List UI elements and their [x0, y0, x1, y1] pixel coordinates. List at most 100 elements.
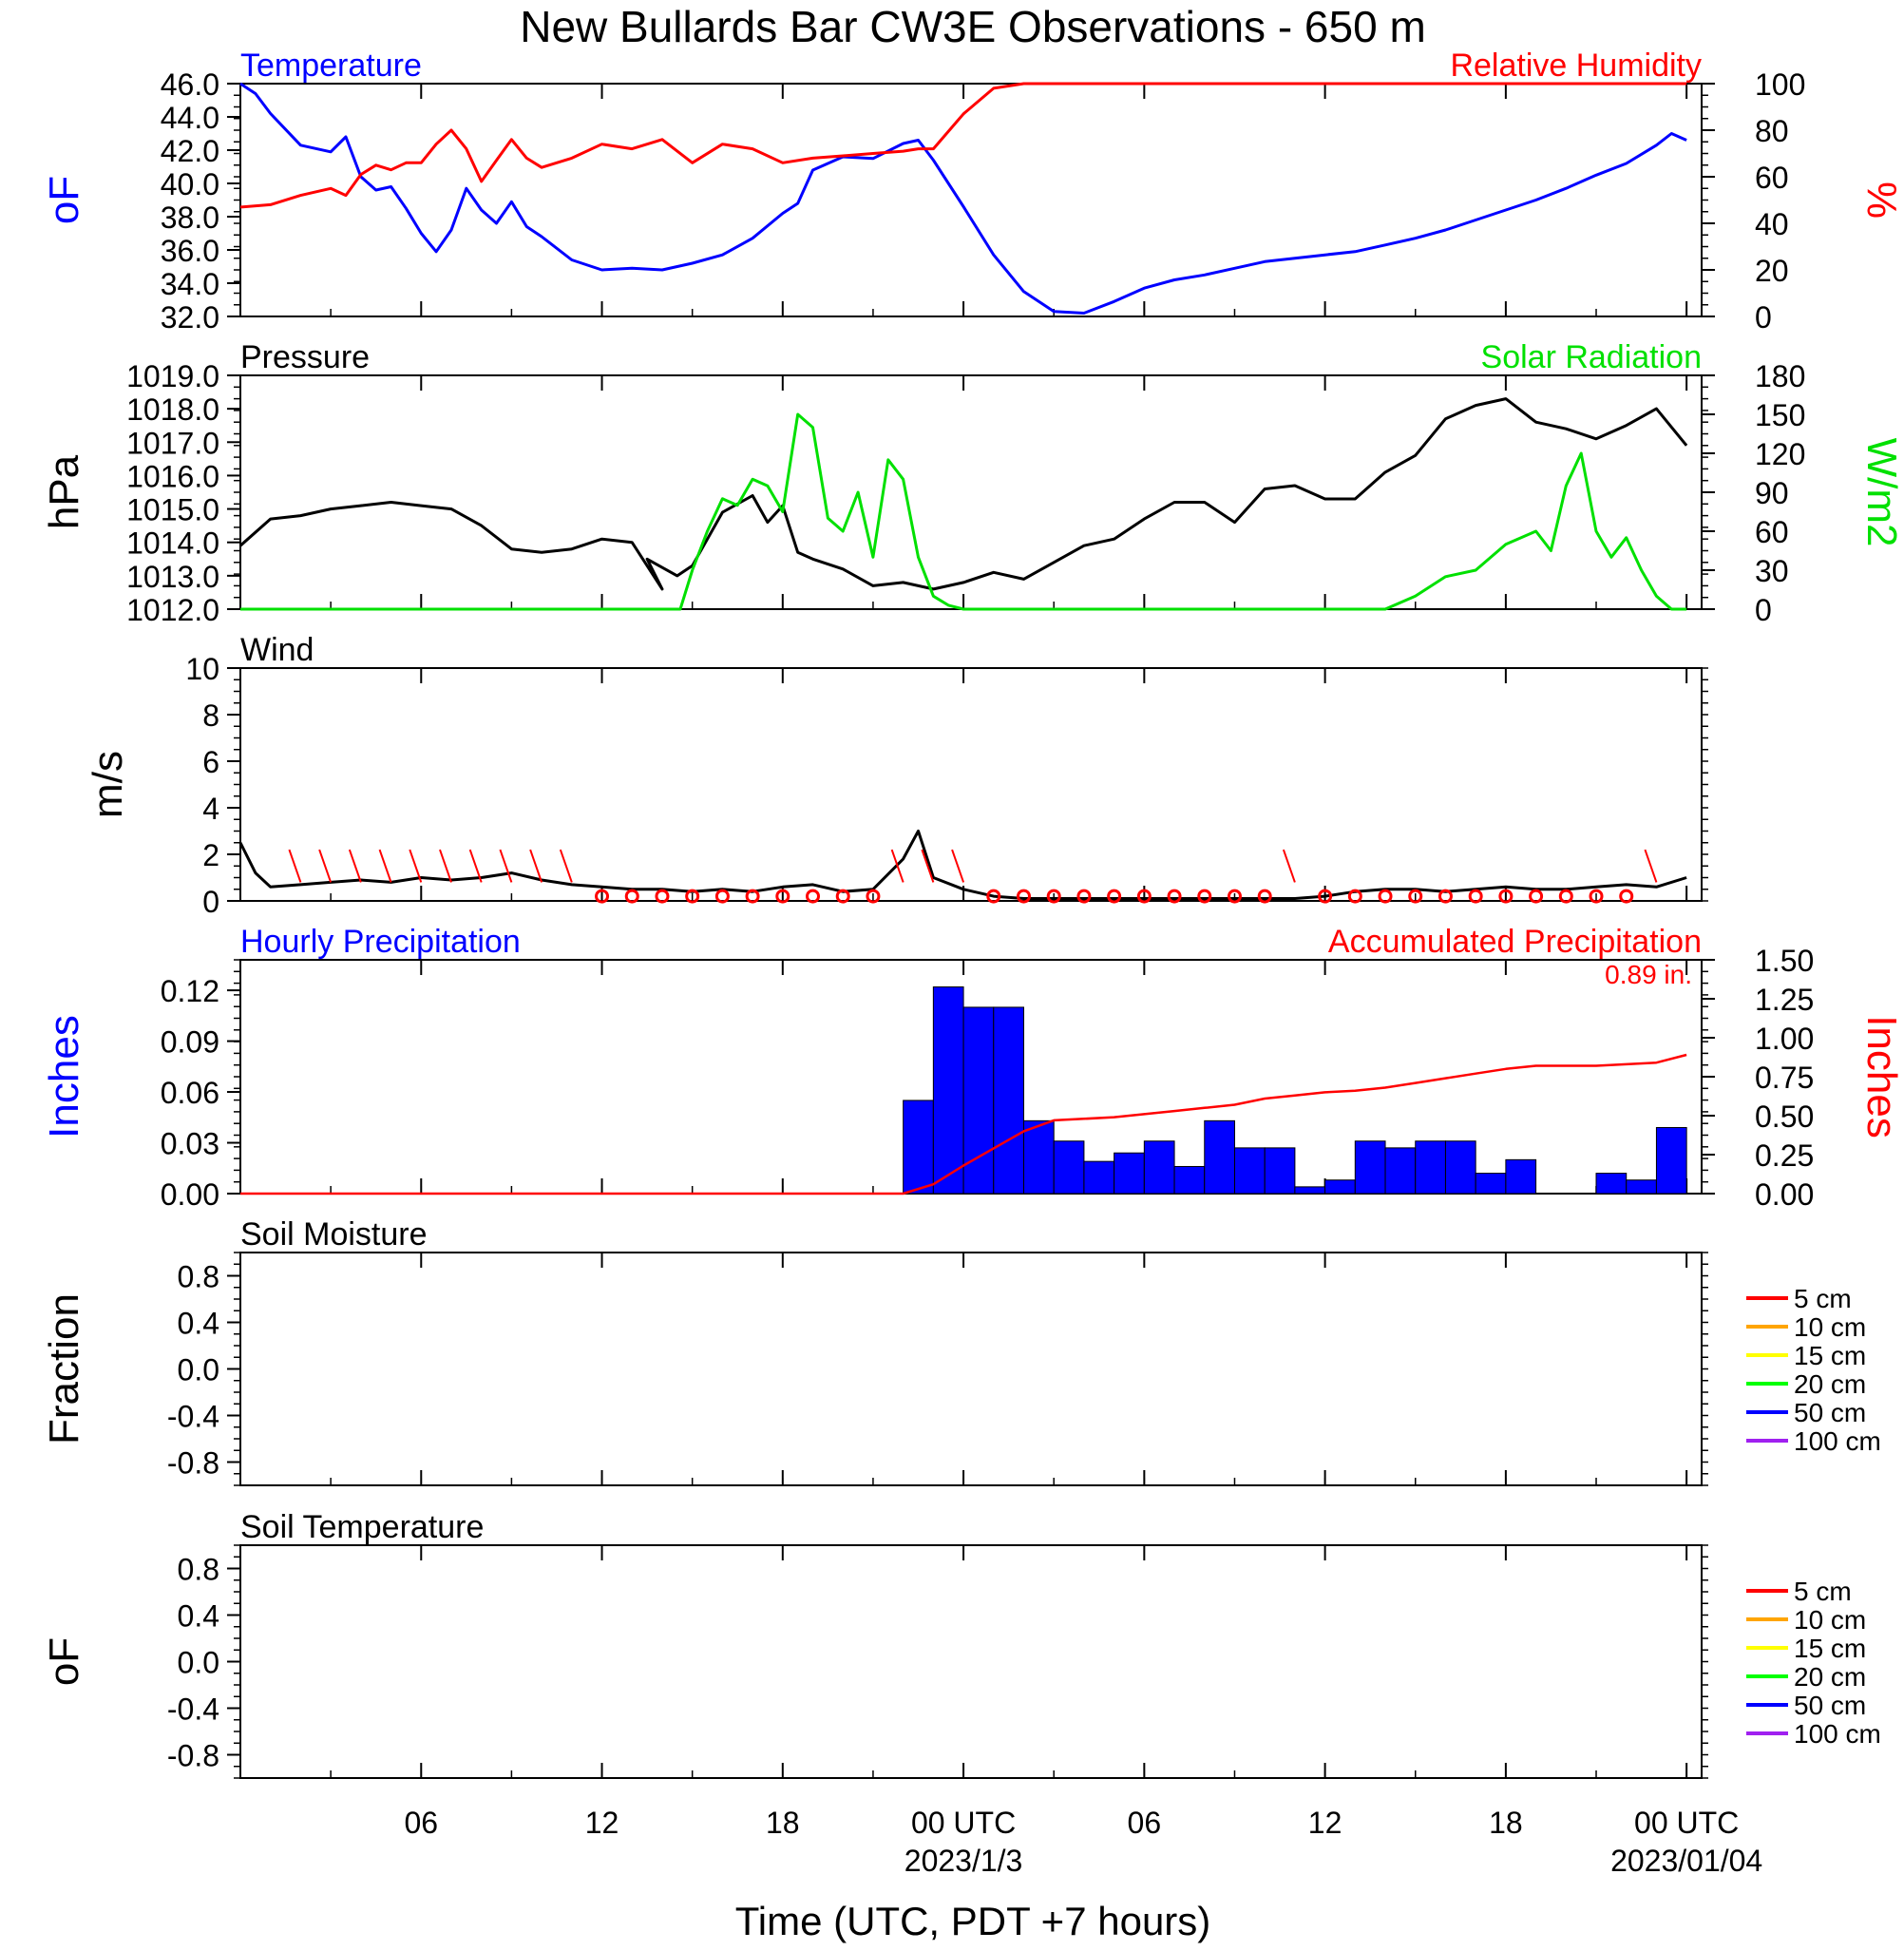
- y-tick-label-right: 1.00: [1755, 1022, 1814, 1056]
- y-axis-label-left: oF: [41, 1637, 87, 1686]
- wind-barb: [951, 849, 965, 883]
- y-tick-label-left: 0.8: [178, 1553, 219, 1587]
- y-axis-label-left: m/s: [85, 751, 131, 818]
- panel-title-left: Pressure: [240, 339, 370, 375]
- humidity-line: [239, 82, 1687, 209]
- precip-bar: [1114, 1152, 1145, 1195]
- panel-title-right: Accumulated Precipitation: [1328, 924, 1702, 960]
- precip-bar: [1173, 1165, 1206, 1195]
- calm-wind-marker: [1016, 889, 1031, 904]
- plot-frame: [239, 1544, 1703, 1779]
- y-axis-label-right: Inches: [1858, 1015, 1904, 1138]
- y-tick-label-right: 180: [1755, 359, 1805, 393]
- calm-wind-marker: [1167, 889, 1182, 904]
- calm-wind-marker: [1076, 889, 1092, 904]
- y-tick-label-left: 46.0: [161, 67, 219, 102]
- precip-bar: [1083, 1160, 1115, 1195]
- y-tick-label-left: 0.12: [161, 974, 219, 1008]
- pressure-line: [239, 397, 1688, 591]
- plot-frame: [239, 1252, 1703, 1486]
- calm-wind-marker: [624, 889, 639, 904]
- wind-barb: [559, 849, 573, 883]
- wind-barb: [439, 849, 452, 883]
- plot-frame: [239, 83, 1703, 317]
- y-tick-label-left: -0.4: [167, 1693, 219, 1727]
- calm-wind-marker: [1046, 889, 1061, 904]
- wind-barb: [378, 849, 392, 883]
- precip-bar: [1626, 1179, 1657, 1195]
- chart-title: New Bullards Bar CW3E Observations - 650…: [520, 2, 1426, 51]
- y-tick-label-left: 0.03: [161, 1127, 219, 1161]
- panel-title-left: Hourly Precipitation: [240, 924, 521, 960]
- y-axis-label-left: oF: [41, 176, 87, 224]
- wind-barb: [921, 849, 935, 883]
- calm-wind-marker: [1257, 889, 1272, 904]
- legend-label: 5 cm: [1794, 1577, 1852, 1606]
- accum-line: [240, 1053, 1687, 1195]
- y-tick-label-left: 42.0: [161, 134, 219, 168]
- calm-wind-marker: [1378, 889, 1393, 904]
- plot-frame: [239, 374, 1703, 610]
- y-tick-label-left: 1018.0: [126, 392, 219, 427]
- panel-precip: 0.00 0.03 0.06 0.09 0.12 0.00 0.25 0.50 0.75 1.00…: [41, 924, 1904, 1212]
- y-tick-label-right: 90: [1755, 476, 1789, 510]
- precip-bar: [1264, 1147, 1296, 1195]
- y-tick-label-left: 0.4: [178, 1599, 219, 1634]
- y-tick-label-left: 38.0: [161, 201, 219, 235]
- legend-label: 20 cm: [1794, 1369, 1866, 1399]
- precip-bar: [1444, 1140, 1476, 1195]
- plot-frame: [239, 667, 1703, 902]
- wind-barb: [890, 849, 904, 883]
- precip-bar: [1143, 1140, 1175, 1195]
- x-tick-date-label: 2023/1/3: [904, 1844, 1023, 1878]
- x-tick-label: 12: [585, 1806, 619, 1840]
- y-tick-label-right: 0.50: [1755, 1100, 1814, 1134]
- calm-wind-marker: [1107, 889, 1122, 904]
- y-tick-label-left: 0.00: [161, 1177, 219, 1212]
- y-tick-label-left: 32.0: [161, 300, 219, 335]
- y-tick-label-left: 0.0: [178, 1646, 219, 1680]
- y-tick-label-left: 44.0: [161, 101, 219, 135]
- calm-wind-marker: [866, 889, 881, 904]
- y-tick-label-right: 0.75: [1755, 1061, 1814, 1095]
- y-tick-label-left: 1012.0: [126, 593, 219, 627]
- y-tick-label-left: -0.4: [167, 1400, 219, 1434]
- y-tick-label-left: 0.8: [178, 1260, 219, 1294]
- calm-wind-marker: [745, 889, 760, 904]
- y-tick-label-right: 0.00: [1755, 1177, 1814, 1212]
- solar-line: [240, 412, 1687, 611]
- panel-pressure_solar: 1012.01013.01014.01015.01016.01017.01018…: [41, 339, 1904, 627]
- y-axis-label-left: Fraction: [41, 1293, 87, 1444]
- calm-wind-marker: [1408, 889, 1423, 904]
- y-tick-label-left: 0.0: [178, 1353, 219, 1387]
- calm-wind-marker: [1619, 889, 1634, 904]
- legend-label: 100 cm: [1794, 1426, 1881, 1456]
- calm-wind-marker: [835, 889, 850, 904]
- panels: 32.034.036.038.040.042.044.046.002040608…: [41, 48, 1904, 1878]
- panel-title-right: Relative Humidity: [1450, 48, 1702, 84]
- calm-wind-marker: [1227, 889, 1242, 904]
- wind-barb: [499, 849, 513, 883]
- legend-label: 15 cm: [1794, 1341, 1866, 1370]
- y-tick-label-right: 120: [1755, 437, 1805, 471]
- y-tick-label-left: 1016.0: [126, 459, 219, 493]
- y-tick-label-left: -0.8: [167, 1739, 219, 1773]
- precip-bar: [993, 1006, 1024, 1195]
- calm-wind-marker: [1136, 889, 1152, 904]
- x-tick-label: 18: [766, 1806, 800, 1840]
- panel-title-left: Soil Moisture: [240, 1216, 428, 1253]
- x-tick-label: 00 UTC: [1634, 1806, 1739, 1840]
- y-tick-label-left: 1015.0: [126, 493, 219, 527]
- calm-wind-marker: [1529, 889, 1544, 904]
- legend-label: 20 cm: [1794, 1662, 1866, 1692]
- y-tick-label-left: 36.0: [161, 234, 219, 268]
- precip-bar: [1475, 1173, 1507, 1195]
- precip-bar: [932, 986, 964, 1195]
- legend-label: 10 cm: [1794, 1605, 1866, 1635]
- legend-label: 50 cm: [1794, 1691, 1866, 1720]
- panel-title-left: Wind: [240, 632, 314, 668]
- x-tick-label: 00 UTC: [911, 1806, 1016, 1840]
- calm-wind-marker: [655, 889, 670, 904]
- precip-bar: [1655, 1126, 1687, 1195]
